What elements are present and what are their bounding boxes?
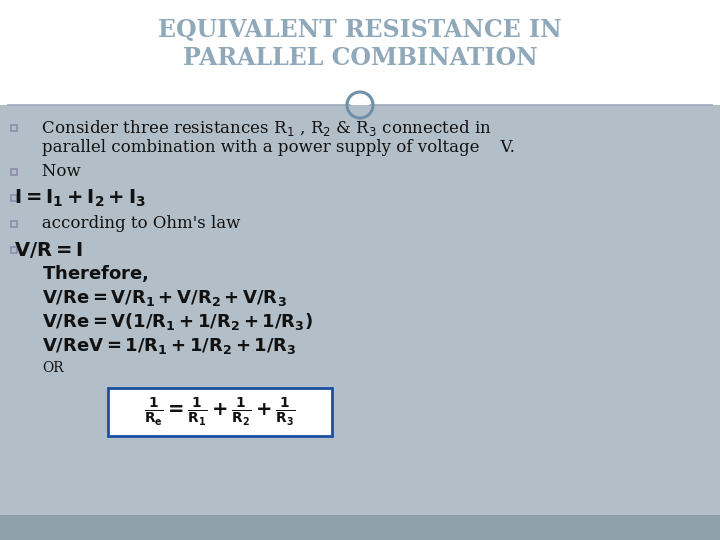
Text: $\mathbf{\frac{1}{R_e}=\frac{1}{R_1}+\frac{1}{R_2}+\frac{1}{R_3}}$: $\mathbf{\frac{1}{R_e}=\frac{1}{R_1}+\fr… [144,396,296,428]
Bar [11,195,17,201]
Text: $\mathbf{V/R = I}$: $\mathbf{V/R = I}$ [14,240,83,260]
Text: $\mathbf{I = I_1 + I_2 + I_3}$: $\mathbf{I = I_1 + I_2 + I_3}$ [14,187,146,208]
Text: OR: OR [42,361,63,375]
Bar [11,125,17,131]
Text: parallel combination with a power supply of voltage    V.: parallel combination with a power supply… [42,139,515,157]
Text: $\mathbf{V/Re = V(1/R_1 + 1/R_2 + 1/R_3)}$: $\mathbf{V/Re = V(1/R_1 + 1/R_2 + 1/R_3)… [42,312,313,333]
Text: according to Ohm's law: according to Ohm's law [26,215,240,233]
Text: $\mathbf{V/Re = V/R_1 + V/R_2 + V/R_3}$: $\mathbf{V/Re = V/R_1 + V/R_2 + V/R_3}$ [42,288,287,308]
Bar [0,515,720,540]
Text: Now: Now [26,164,81,180]
Text: Consider three resistances R$_1$ , R$_2$ & R$_3$ connected in: Consider three resistances R$_1$ , R$_2$… [26,118,492,138]
Text: PARALLEL COMBINATION: PARALLEL COMBINATION [183,46,537,70]
Bar [11,247,17,253]
Bar [0,0,720,105]
Text: $\mathbf{V/ReV = 1/R_1 + 1/R_2 + 1/R_3}$: $\mathbf{V/ReV = 1/R_1 + 1/R_2 + 1/R_3}$ [42,336,297,356]
Bar [11,221,17,227]
Bar [11,169,17,175]
Bar [0,105,720,515]
FancyBboxPatch shape [108,388,332,436]
Text: EQUIVALENT RESISTANCE IN: EQUIVALENT RESISTANCE IN [158,18,562,42]
Text: $\mathbf{Therefore,}$: $\mathbf{Therefore,}$ [42,264,148,285]
